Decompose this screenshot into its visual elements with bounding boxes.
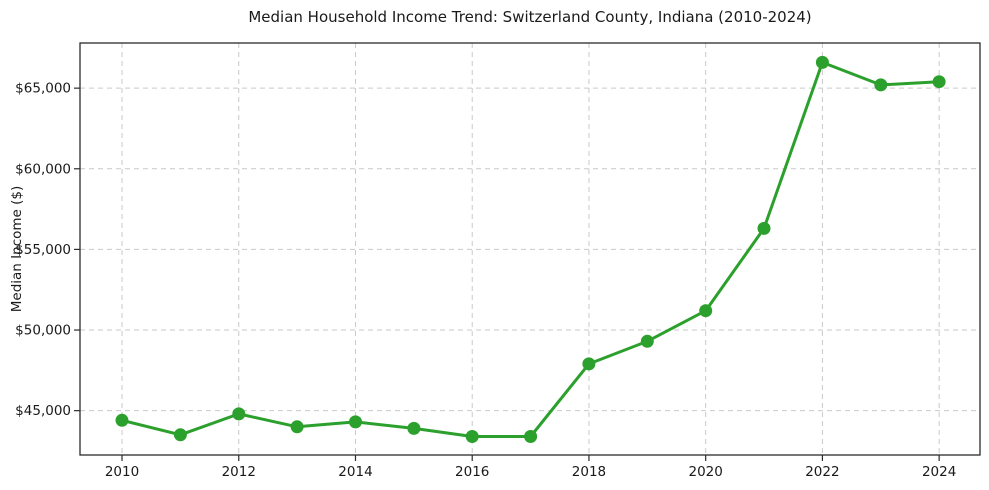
x-tick-label-2016: 2016: [455, 464, 489, 480]
y-tick-label-50000: $50,000: [15, 323, 71, 339]
data-point-2021: [757, 221, 771, 235]
x-tick-label-2018: 2018: [572, 464, 606, 480]
data-point-2017: [524, 430, 538, 443]
x-tick-label-2012: 2012: [222, 464, 256, 480]
x-tick-label-2024: 2024: [922, 464, 956, 480]
x-tick-label-2020: 2020: [689, 464, 723, 480]
chart-title: Median Household Income Trend: Switzerla…: [248, 8, 812, 26]
data-point-2024: [932, 75, 946, 89]
x-tick-label-2010: 2010: [105, 464, 139, 480]
data-point-2011: [173, 428, 187, 442]
data-point-2023: [874, 78, 888, 92]
x-tick-label-2022: 2022: [805, 464, 839, 480]
data-point-2013: [290, 420, 304, 434]
y-tick-label-55000: $55,000: [15, 242, 71, 258]
data-point-2019: [640, 334, 654, 348]
data-point-2012: [232, 407, 246, 421]
y-tick-label-60000: $60,000: [15, 161, 71, 177]
data-point-2016: [465, 430, 479, 443]
x-tick-label-2014: 2014: [338, 464, 372, 480]
data-point-2010: [115, 413, 129, 427]
data-point-2015: [407, 421, 421, 435]
data-point-2014: [349, 415, 362, 429]
y-tick-label-45000: $45,000: [15, 403, 71, 419]
data-point-2022: [815, 55, 829, 69]
data-point-2020: [699, 304, 713, 318]
y-tick-label-65000: $65,000: [15, 81, 71, 97]
data-point-2018: [582, 357, 596, 371]
